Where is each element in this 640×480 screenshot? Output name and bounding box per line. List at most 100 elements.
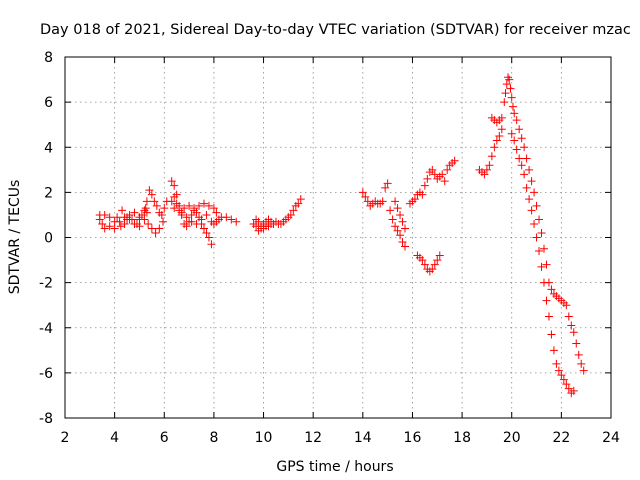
data-point xyxy=(232,217,241,226)
data-point xyxy=(160,204,169,213)
y-tick-label: -8 xyxy=(39,411,53,427)
data-point xyxy=(401,224,410,233)
series-arc-f1 xyxy=(475,125,506,179)
data-point xyxy=(492,136,501,145)
chart-title: Day 018 of 2021, Sidereal Day-to-day VTE… xyxy=(40,22,631,38)
data-point xyxy=(170,181,179,190)
data-point xyxy=(527,177,536,186)
data-point xyxy=(123,213,132,222)
data-point xyxy=(151,228,160,237)
data-point xyxy=(167,177,176,186)
data-point xyxy=(170,192,179,201)
series-arc-d1 xyxy=(358,179,410,251)
data-point xyxy=(557,371,566,380)
x-tick-label: 12 xyxy=(304,430,322,446)
x-tick-label: 6 xyxy=(160,430,169,446)
x-tick-label: 22 xyxy=(552,430,570,446)
x-tick-label: 8 xyxy=(209,430,218,446)
data-point xyxy=(391,197,400,206)
data-point xyxy=(115,217,124,226)
x-tick-label: 24 xyxy=(602,430,620,446)
data-point xyxy=(197,215,206,224)
data-point xyxy=(207,240,216,249)
data-point xyxy=(569,386,578,395)
data-point xyxy=(257,224,266,233)
y-tick-label: 6 xyxy=(44,95,53,111)
data-point xyxy=(147,190,156,199)
series-arc-e1 xyxy=(405,156,459,208)
data-point xyxy=(147,224,156,233)
x-tick-label: 16 xyxy=(404,430,422,446)
data-point xyxy=(137,210,146,219)
data-point xyxy=(204,233,213,242)
data-point xyxy=(155,224,164,233)
data-point xyxy=(209,204,218,213)
x-axis-label: GPS time / hours xyxy=(276,459,393,475)
data-point xyxy=(512,145,521,154)
data-point xyxy=(423,174,432,183)
data-point xyxy=(144,219,153,228)
data-point xyxy=(522,154,531,163)
data-point xyxy=(497,113,506,122)
data-point xyxy=(525,165,534,174)
data-point xyxy=(501,89,510,98)
data-point xyxy=(505,75,514,84)
data-point xyxy=(562,301,571,310)
data-point xyxy=(559,375,568,384)
data-point xyxy=(294,199,303,208)
y-tick-label: 2 xyxy=(44,185,53,201)
data-point xyxy=(100,224,109,233)
data-point xyxy=(172,199,181,208)
data-point xyxy=(554,366,563,375)
data-point xyxy=(391,222,400,231)
data-point xyxy=(564,384,573,393)
data-point xyxy=(530,219,539,228)
data-point xyxy=(502,80,511,89)
data-point xyxy=(418,190,427,199)
data-point xyxy=(530,188,539,197)
data-point xyxy=(507,93,516,102)
series-arc-b3 xyxy=(170,192,223,228)
y-axis-label: SDTVAR / TECUs xyxy=(7,180,23,295)
x-tick-label: 4 xyxy=(110,430,119,446)
data-point xyxy=(510,109,519,118)
data-point xyxy=(482,165,491,174)
data-point xyxy=(182,213,191,222)
data-point xyxy=(443,165,452,174)
data-point xyxy=(515,125,524,134)
data-point xyxy=(418,256,427,265)
series-arc-d2 xyxy=(391,197,410,233)
y-tick-label: -2 xyxy=(39,276,53,292)
data-point xyxy=(420,181,429,190)
data-point xyxy=(177,208,186,217)
data-point xyxy=(547,285,556,294)
x-tick-label: 14 xyxy=(354,430,372,446)
data-point xyxy=(564,312,573,321)
x-tick-label: 10 xyxy=(255,430,273,446)
data-point xyxy=(195,201,204,210)
data-point xyxy=(547,330,556,339)
data-point xyxy=(450,156,459,165)
data-point xyxy=(214,215,223,224)
y-tick-label: 8 xyxy=(44,50,53,66)
data-point xyxy=(192,219,201,228)
data-point xyxy=(525,195,534,204)
data-point xyxy=(212,208,221,217)
data-point xyxy=(535,247,544,256)
data-point xyxy=(386,206,395,215)
series-arc-g2 xyxy=(507,129,578,398)
data-point xyxy=(128,215,137,224)
data-point xyxy=(487,152,496,161)
data-point xyxy=(132,219,141,228)
data-point xyxy=(202,228,211,237)
data-point xyxy=(512,116,521,125)
x-tick-label: 2 xyxy=(61,430,70,446)
series-arc-f2 xyxy=(487,113,506,127)
data-point xyxy=(490,143,499,152)
data-point xyxy=(567,321,576,330)
data-layer xyxy=(95,73,588,398)
y-tick-label: -4 xyxy=(39,321,53,337)
data-point xyxy=(98,219,107,228)
data-point xyxy=(182,222,191,231)
